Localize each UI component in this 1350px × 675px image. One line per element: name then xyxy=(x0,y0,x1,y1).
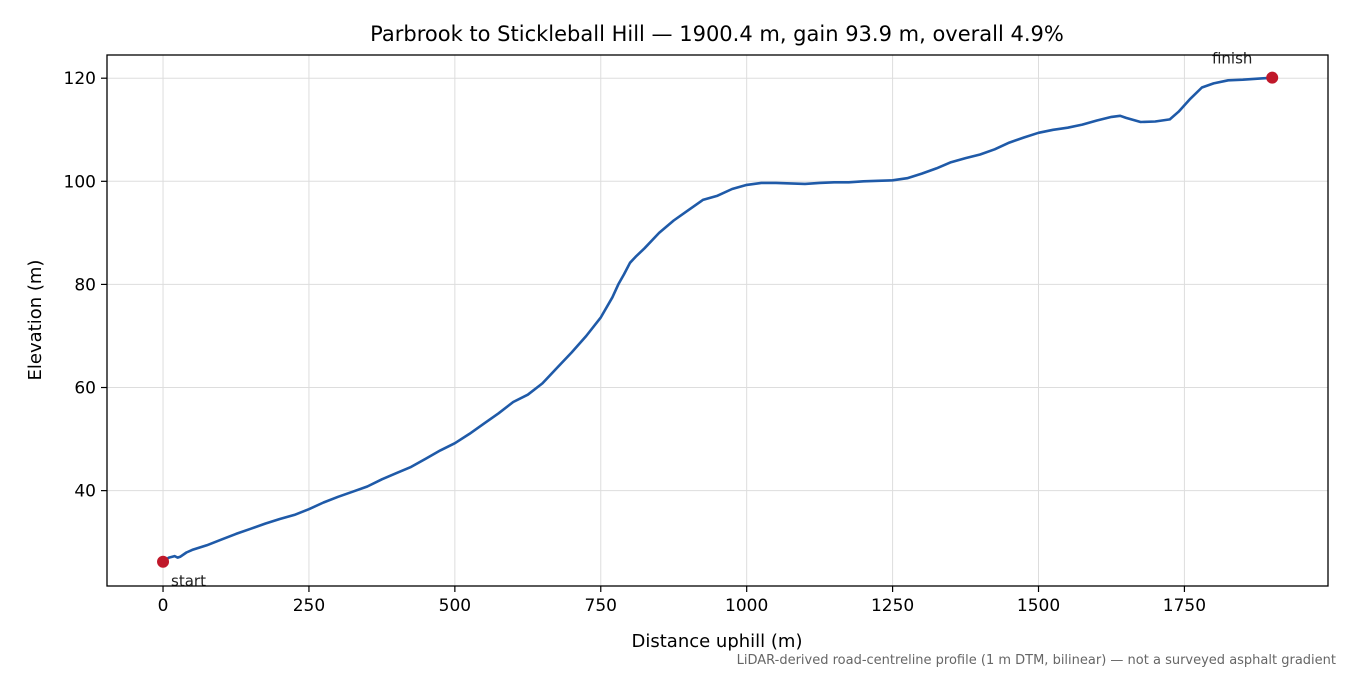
y-axis-ticks: 40 60 80 100 120 xyxy=(64,69,107,502)
chart-caption: LiDAR-derived road-centreline profile (1… xyxy=(737,653,1336,668)
y-tick-label: 100 xyxy=(64,172,96,192)
finish-marker xyxy=(1266,71,1279,84)
x-tick-label: 1000 xyxy=(725,596,768,616)
y-tick-label: 60 xyxy=(74,379,96,399)
x-tick-label: 250 xyxy=(293,596,325,616)
start-label: start xyxy=(171,572,206,590)
x-tick-label: 1750 xyxy=(1163,596,1206,616)
x-tick-label: 1500 xyxy=(1017,596,1060,616)
finish-label: finish xyxy=(1212,50,1252,68)
plot-frame xyxy=(106,54,1329,587)
x-axis-label: Distance uphill (m) xyxy=(632,631,803,652)
x-tick-label: 1250 xyxy=(871,596,914,616)
chart-title: Parbrook to Stickleball Hill — 1900.4 m,… xyxy=(370,22,1064,46)
grid-lines xyxy=(107,55,1328,586)
x-axis-ticks: 0 250 500 750 1000 1250 1500 1750 xyxy=(158,586,1206,616)
y-axis-label: Elevation (m) xyxy=(25,260,46,381)
elevation-profile-line xyxy=(162,76,1273,563)
x-tick-label: 500 xyxy=(439,596,471,616)
x-tick-label: 0 xyxy=(158,596,169,616)
y-tick-label: 40 xyxy=(74,482,96,502)
y-tick-label: 120 xyxy=(64,69,96,89)
y-tick-label: 80 xyxy=(74,275,96,295)
x-tick-label: 750 xyxy=(585,596,617,616)
start-marker xyxy=(157,555,170,568)
